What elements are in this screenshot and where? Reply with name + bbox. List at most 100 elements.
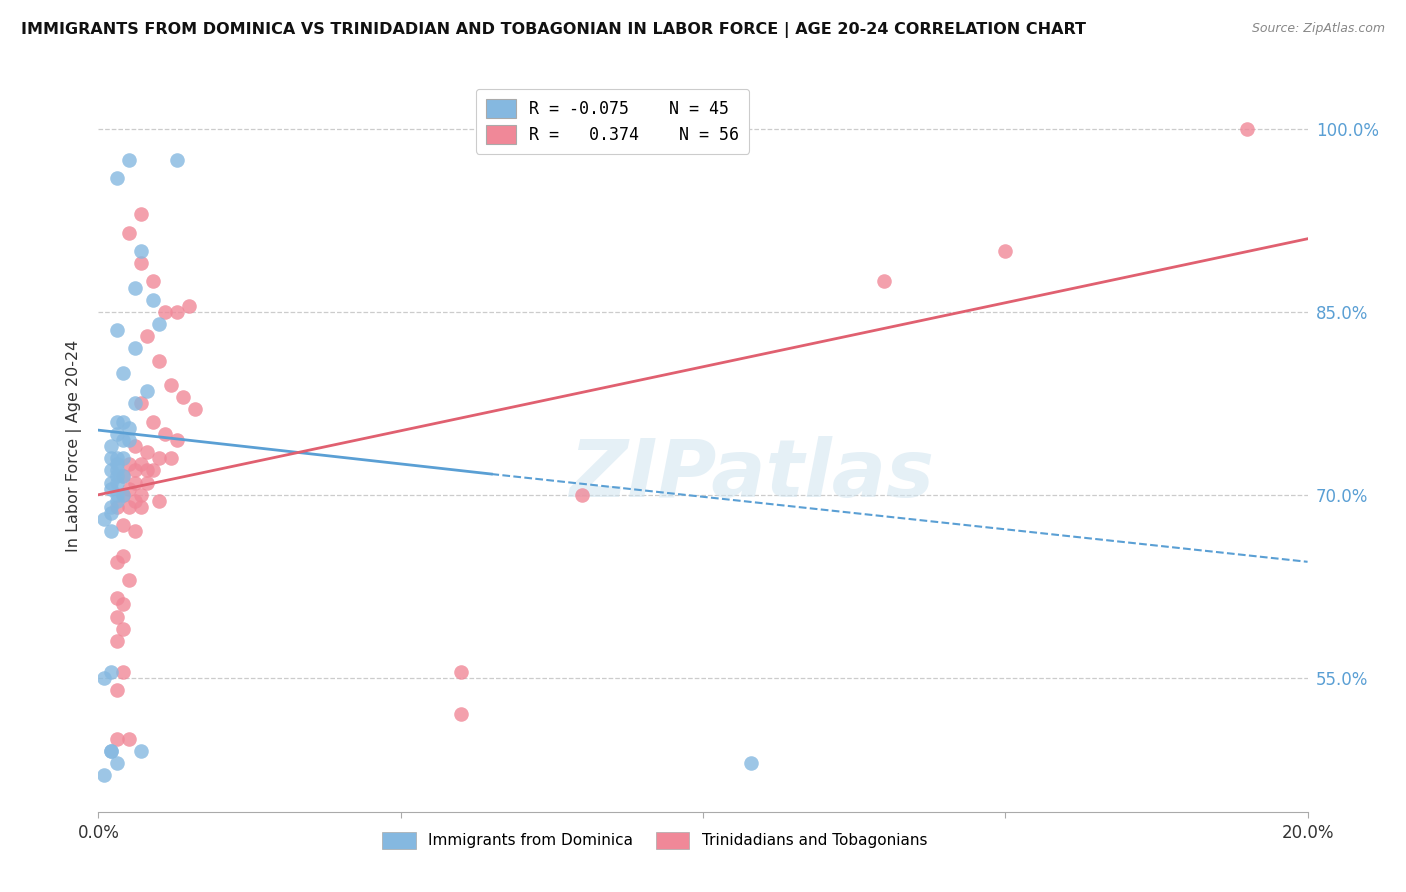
Point (100, 475, 122, 490)
Point (100, 665, 122, 679)
Point (124, 494, 146, 508)
Point (100, 524, 122, 539)
Point (450, 665, 472, 679)
Point (166, 305, 188, 319)
Legend: R = -0.075    N = 45, R =   0.374    N = 56: R = -0.075 N = 45, R = 0.374 N = 56 (475, 88, 749, 153)
Point (105, 682, 128, 697)
Point (105, 426, 128, 441)
Point (105, 756, 128, 770)
Point (129, 207, 152, 221)
Point (129, 500, 152, 514)
Point (105, 500, 128, 514)
Point (111, 488, 134, 502)
Point (129, 396, 152, 410)
Point (142, 274, 165, 288)
Point (118, 226, 141, 240)
Point (118, 458, 141, 472)
Point (571, 488, 593, 502)
Point (135, 445, 157, 459)
Point (105, 415, 128, 429)
Point (100, 506, 122, 520)
Point (450, 707, 472, 722)
Point (118, 153, 141, 167)
Point (172, 390, 194, 404)
Y-axis label: In Labor Force | Age 20-24: In Labor Force | Age 20-24 (66, 340, 83, 552)
Point (118, 482, 141, 496)
Point (93, 768, 115, 782)
Point (148, 494, 170, 508)
Point (118, 433, 141, 447)
Point (873, 274, 896, 288)
Point (135, 384, 157, 399)
Point (105, 488, 128, 502)
Point (93, 671, 115, 685)
Point (111, 518, 134, 533)
Point (142, 415, 165, 429)
Point (160, 378, 183, 392)
Point (105, 458, 128, 472)
Point (142, 293, 165, 307)
Point (124, 280, 146, 294)
Point (1236, 122, 1258, 136)
Point (124, 463, 146, 477)
Point (118, 573, 141, 587)
Point (111, 451, 134, 466)
Point (153, 305, 176, 319)
Point (129, 744, 152, 758)
Point (184, 402, 207, 417)
Point (111, 469, 134, 483)
Point (105, 451, 128, 466)
Point (111, 622, 134, 636)
Point (118, 731, 141, 746)
Point (160, 451, 183, 466)
Point (111, 549, 134, 563)
Point (142, 463, 165, 477)
Text: ZIPatlas: ZIPatlas (569, 436, 934, 515)
Point (166, 153, 188, 167)
Point (179, 299, 201, 313)
Point (124, 342, 146, 356)
Point (111, 598, 134, 612)
Point (105, 731, 128, 746)
Point (100, 463, 122, 477)
Point (105, 170, 128, 185)
Point (105, 475, 128, 490)
Point (111, 469, 134, 483)
Text: Source: ZipAtlas.com: Source: ZipAtlas.com (1251, 22, 1385, 36)
Point (105, 494, 128, 508)
Point (135, 463, 157, 477)
Point (118, 421, 141, 435)
Point (118, 500, 141, 514)
Point (100, 439, 122, 453)
Point (994, 244, 1017, 258)
Point (148, 317, 170, 331)
Point (124, 475, 146, 490)
Point (129, 256, 152, 270)
Point (105, 555, 128, 569)
Point (135, 475, 157, 490)
Point (105, 323, 128, 337)
Point (153, 426, 176, 441)
Point (111, 665, 134, 679)
Point (100, 500, 122, 514)
Point (124, 396, 146, 410)
Point (124, 439, 146, 453)
Text: IMMIGRANTS FROM DOMINICA VS TRINIDADIAN AND TOBAGONIAN IN LABOR FORCE | AGE 20-2: IMMIGRANTS FROM DOMINICA VS TRINIDADIAN … (21, 22, 1085, 38)
Point (105, 609, 128, 624)
Point (111, 433, 134, 447)
Point (148, 451, 170, 466)
Point (111, 488, 134, 502)
Point (111, 366, 134, 380)
Point (100, 451, 122, 466)
Point (105, 469, 128, 483)
Point (129, 244, 152, 258)
Point (111, 415, 134, 429)
Point (93, 512, 115, 526)
Point (100, 482, 122, 496)
Point (124, 524, 146, 539)
Point (148, 353, 170, 368)
Point (105, 463, 128, 477)
Point (135, 329, 157, 343)
Point (129, 488, 152, 502)
Point (105, 634, 128, 648)
